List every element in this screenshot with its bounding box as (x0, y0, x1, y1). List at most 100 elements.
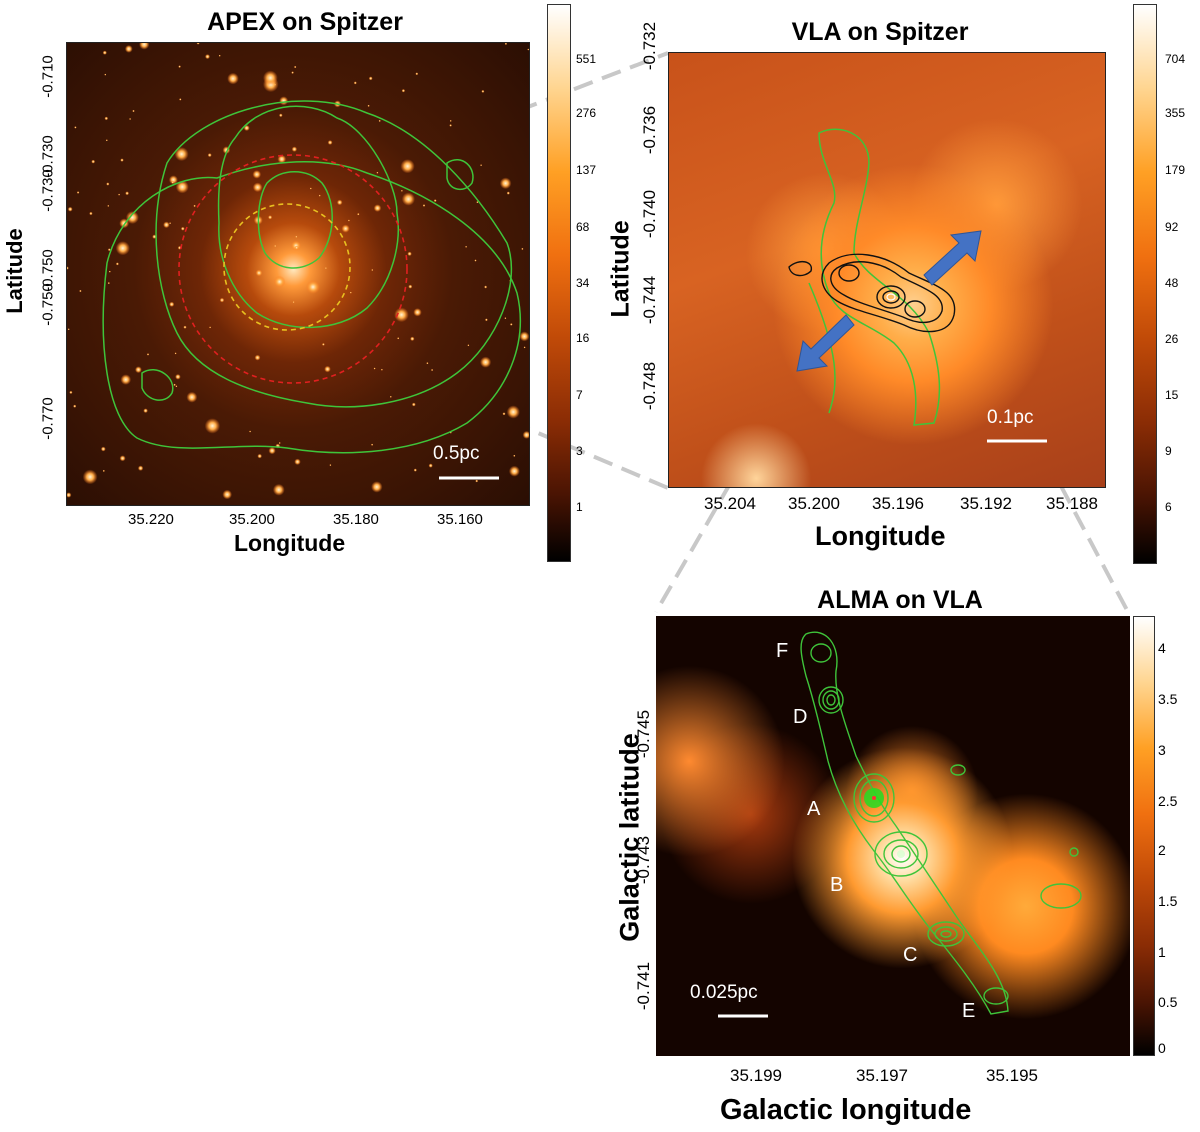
alma-cb-tick: 4 (1158, 640, 1166, 656)
vla-xlabel: Longitude (815, 521, 946, 551)
alma-title: ALMA on VLA (817, 586, 983, 614)
star-point (174, 147, 189, 162)
vla-title: VLA on Spitzer (791, 18, 969, 46)
star-point (389, 395, 392, 398)
star-point (196, 43, 200, 45)
star-point (318, 194, 321, 197)
star-point (124, 45, 133, 53)
apex-ytick: -0.750 (39, 283, 57, 326)
star-point (137, 465, 144, 471)
star-point (309, 187, 312, 190)
alma-cb-tick: 2.5 (1158, 793, 1178, 809)
apex-overlay (67, 43, 529, 500)
apex-cb-tick: 16 (576, 331, 590, 345)
vla-xtick: 35.204 (704, 494, 756, 513)
star-point (410, 336, 415, 341)
star-point (139, 43, 150, 50)
star-point (278, 442, 281, 444)
source-label-e: E (962, 1000, 976, 1022)
star-point (143, 408, 148, 414)
star-point (120, 158, 124, 162)
star-point (252, 182, 263, 193)
apex-xtick: 35.220 (128, 511, 174, 528)
star-point (222, 489, 232, 500)
star-point (408, 284, 413, 289)
star-point (378, 119, 381, 122)
star-point (69, 390, 73, 394)
apex-cb-tick: 1 (576, 500, 583, 514)
star-point (401, 192, 415, 206)
star-point (146, 353, 150, 356)
star-point (204, 418, 221, 434)
star-point (506, 405, 520, 419)
star-point (367, 104, 370, 107)
vla-cb-tick: 26 (1165, 332, 1179, 346)
star-point (481, 89, 485, 93)
apex-cb-tick: 68 (576, 220, 590, 234)
star-point (106, 182, 110, 186)
vla-xtick: 35.196 (872, 494, 924, 513)
star-point (401, 89, 406, 93)
apex-colorbar (547, 4, 571, 562)
star-point (347, 219, 350, 222)
source-label-f: F (776, 640, 789, 662)
vla-cb-tick: 6 (1165, 500, 1172, 514)
star-point (357, 213, 360, 216)
star-point (519, 331, 529, 342)
vla-ytick: -0.740 (640, 189, 659, 239)
star-point (169, 301, 175, 307)
star-point (115, 262, 119, 266)
star-point (105, 139, 108, 142)
star-point (73, 404, 77, 408)
apex-title: APEX on Spitzer (207, 8, 403, 36)
star-point (397, 337, 400, 340)
star-point (169, 222, 172, 225)
star-point (163, 221, 170, 229)
vla-ytick: -0.732 (640, 21, 659, 71)
star-point (474, 259, 477, 262)
star-point (118, 193, 121, 196)
star-point (180, 226, 185, 231)
vla-xtick: 35.188 (1046, 494, 1098, 513)
star-point (522, 430, 529, 439)
apex-xlabel: Longitude (234, 530, 346, 556)
star-point (294, 245, 299, 250)
star-point (484, 285, 488, 289)
star-point (485, 318, 488, 322)
alma-ylabel: Galactic latitude (614, 733, 645, 942)
star-point (394, 307, 409, 323)
star-point (175, 180, 189, 194)
star-point (67, 206, 73, 212)
star-point (132, 109, 135, 113)
star-point (205, 54, 210, 60)
star-point (186, 391, 198, 403)
alma-xtick: 35.197 (856, 1066, 908, 1085)
star-point (209, 326, 212, 329)
apex-cb-tick: 551 (576, 52, 597, 66)
star-point (400, 159, 415, 174)
star-point (279, 113, 283, 118)
star-point (376, 171, 379, 174)
star-point (431, 368, 434, 372)
apex-xtick: 35.180 (333, 511, 379, 528)
source-label-a: A (807, 798, 821, 820)
apex-ytick: -0.710 (39, 55, 57, 98)
star-point (252, 170, 262, 179)
star-point (504, 43, 508, 45)
star-point (249, 430, 252, 433)
star-point (79, 289, 82, 293)
star-point (173, 383, 176, 386)
source-label-b: B (830, 874, 844, 896)
alma-cb-tick: 0.5 (1158, 994, 1178, 1010)
star-point (373, 204, 382, 212)
vla-ytick: -0.736 (640, 105, 659, 155)
star-point (120, 374, 132, 385)
vla-cb-tick: 179 (1165, 163, 1186, 177)
star-point (175, 374, 181, 380)
star-point (107, 248, 111, 252)
star-point (510, 323, 513, 326)
apex-ylabel: Latitude (2, 228, 27, 314)
star-point (171, 180, 175, 184)
alma-colorbar (1133, 616, 1155, 1056)
star-point (336, 199, 343, 206)
